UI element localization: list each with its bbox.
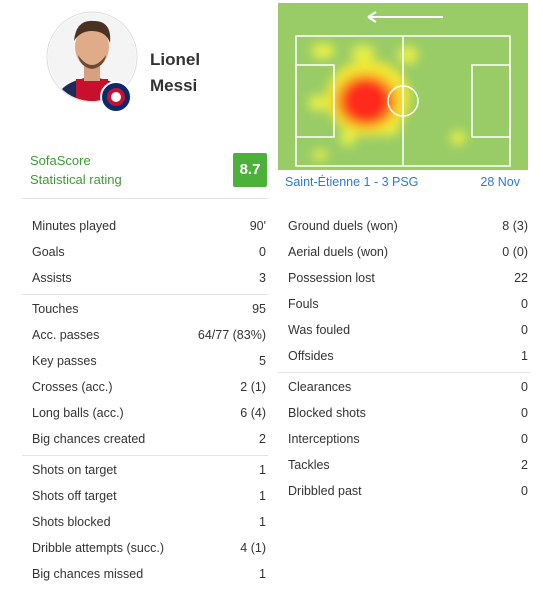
stat-value: 0	[259, 245, 266, 259]
stat-value: 2	[259, 432, 266, 446]
stat-label: Blocked shots	[288, 406, 366, 420]
stat-row: Acc. passes 64/77 (83%)	[32, 325, 266, 345]
heatmap	[278, 3, 528, 170]
stat-value: 64/77 (83%)	[197, 328, 266, 342]
stat-label: Long balls (acc.)	[32, 406, 124, 420]
stat-value: 0	[521, 484, 528, 498]
player-first-name: Lionel	[150, 50, 201, 69]
stat-row: Aerial duels (won) 0 (0)	[288, 242, 528, 262]
stat-label: Ground duels (won)	[288, 219, 398, 233]
stat-label: Big chances created	[32, 432, 146, 446]
stat-label: Crosses (acc.)	[32, 380, 113, 394]
stat-row: Big chances missed 1	[32, 564, 266, 584]
divider	[22, 198, 268, 199]
player-photo	[46, 11, 138, 113]
stat-label: Shots on target	[32, 463, 117, 477]
rating-label: Statistical rating	[30, 172, 122, 187]
stat-row: Fouls 0	[288, 294, 528, 314]
stat-row: Shots blocked 1	[32, 512, 266, 532]
stat-label: Shots blocked	[32, 515, 111, 529]
stat-row: Crosses (acc.) 2 (1)	[32, 377, 266, 397]
stat-value: 2	[521, 458, 528, 472]
stat-value: 0	[521, 432, 528, 446]
stat-label: Dribbled past	[288, 484, 362, 498]
stat-row: Tackles 2	[288, 455, 528, 475]
stat-label: Dribble attempts (succ.)	[32, 541, 164, 555]
stat-row: Offsides 1	[288, 346, 528, 366]
stat-row: Assists 3	[32, 268, 266, 288]
stat-row: Clearances 0	[288, 377, 528, 397]
stat-row: Goals 0	[32, 242, 266, 262]
stat-value: 95	[252, 302, 266, 316]
stat-row: Dribble attempts (succ.) 4 (1)	[32, 538, 266, 558]
stat-row: Shots off target 1	[32, 486, 266, 506]
stat-row: Dribbled past 0	[288, 481, 528, 501]
stat-value: 1	[259, 489, 266, 503]
match-result: Saint-Étienne 1 - 3 PSG	[285, 175, 419, 189]
stat-value: 0	[521, 380, 528, 394]
stat-label: Acc. passes	[32, 328, 100, 342]
stat-label: Clearances	[288, 380, 352, 394]
divider	[278, 372, 530, 373]
stat-value: 4 (1)	[240, 541, 266, 555]
stat-value: 0	[521, 297, 528, 311]
stat-value: 0 (0)	[502, 245, 528, 259]
stat-value: 6 (4)	[240, 406, 266, 420]
stat-row: Key passes 5	[32, 351, 266, 371]
stat-row: Shots on target 1	[32, 460, 266, 480]
stat-row: Minutes played 90'	[32, 216, 266, 236]
stat-label: Key passes	[32, 354, 97, 368]
stat-label: Assists	[32, 271, 72, 285]
stat-value: 0	[521, 323, 528, 337]
rating-label: SofaScore	[30, 153, 91, 168]
player-last-name: Messi	[150, 76, 198, 95]
stat-value: 3	[259, 271, 266, 285]
stat-row: Possession lost 22	[288, 268, 528, 288]
stat-row: Was fouled 0	[288, 320, 528, 340]
match-date: 28 Nov	[480, 175, 520, 189]
stat-label: Interceptions	[288, 432, 360, 446]
stat-label: Aerial duels (won)	[288, 245, 389, 259]
stat-label: Touches	[32, 302, 79, 316]
stat-label: Tackles	[288, 458, 330, 472]
stat-label: Shots off target	[32, 489, 117, 503]
stat-value: 0	[521, 406, 528, 420]
stat-value: 1	[259, 463, 266, 477]
stat-row: Big chances created 2	[32, 429, 266, 449]
stat-value: 1	[521, 349, 528, 363]
stat-value: 2 (1)	[240, 380, 266, 394]
stat-label: Possession lost	[288, 271, 375, 285]
stat-value: 90'	[249, 219, 266, 233]
stat-row: Long balls (acc.) 6 (4)	[32, 403, 266, 423]
divider	[22, 455, 268, 456]
stat-label: Fouls	[288, 297, 319, 311]
stat-value: 1	[259, 515, 266, 529]
stat-value: 1	[259, 567, 266, 581]
stat-label: Minutes played	[32, 219, 117, 233]
stat-row: Ground duels (won) 8 (3)	[288, 216, 528, 236]
rating-badge: 8.7	[233, 153, 267, 187]
stat-label: Was fouled	[288, 323, 351, 337]
divider	[22, 294, 268, 295]
stat-row: Blocked shots 0	[288, 403, 528, 423]
stat-row: Touches 95	[32, 299, 266, 319]
stat-value: 22	[514, 271, 528, 285]
stat-label: Goals	[32, 245, 65, 259]
stat-label: Big chances missed	[32, 567, 144, 581]
stat-row: Interceptions 0	[288, 429, 528, 449]
stat-label: Offsides	[288, 349, 334, 363]
stat-value: 8 (3)	[502, 219, 528, 233]
stat-value: 5	[259, 354, 266, 368]
